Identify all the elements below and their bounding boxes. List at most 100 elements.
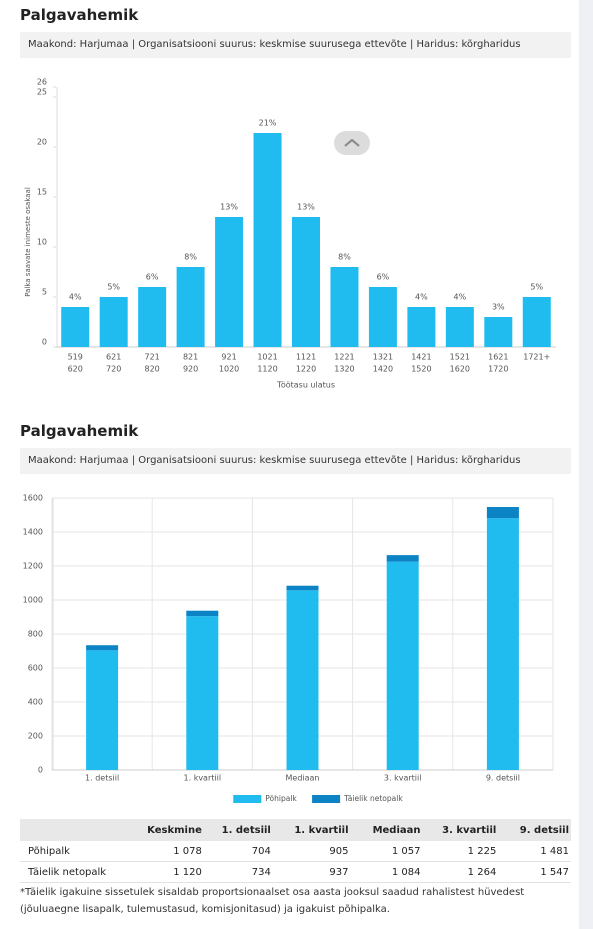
value-label: 5%	[530, 283, 543, 292]
bar-segment	[86, 650, 119, 770]
x-tick-label: 1. detsiil	[85, 774, 119, 783]
value-label: 8%	[184, 253, 197, 262]
header-cell: 3. kvartiil	[422, 819, 499, 841]
table-cell: 1 547	[498, 861, 571, 883]
y-tick-label: 26	[37, 78, 47, 87]
table-cell: 704	[203, 841, 273, 862]
y-tick-label: 0	[38, 766, 43, 775]
x-tick-label: 921	[221, 353, 236, 362]
x-tick-label: 3. kvartiil	[384, 774, 422, 783]
header-cell: Keskmine	[124, 819, 204, 841]
bar	[292, 217, 320, 347]
bar	[138, 287, 167, 347]
bar	[253, 133, 282, 347]
table-cell: 1 120	[124, 861, 204, 883]
chart: 0 200 400 600 800 1000 1200 1400 1600 1. detsiil 1…	[23, 494, 554, 803]
bar-segment	[186, 610, 219, 617]
x-tick-label: Mediaan	[286, 774, 320, 783]
legend-swatch	[233, 795, 262, 803]
y-tick-label: 25	[37, 88, 47, 97]
value-label: 4%	[69, 293, 82, 302]
bar-segment	[486, 518, 519, 770]
y-tick-label: 400	[28, 698, 43, 707]
x-tick-label: 821	[183, 353, 198, 362]
chart-title: Palgavahemik	[20, 6, 139, 24]
table-cell: 734	[203, 861, 273, 883]
x-tick-label: 920	[183, 365, 198, 374]
y-tick-label: 800	[28, 630, 43, 639]
x-tick-label: 1421	[411, 353, 431, 362]
scroll-up-button[interactable]	[334, 131, 370, 155]
table-cell: 1 078	[124, 841, 204, 862]
bar	[215, 217, 244, 347]
table-cell: 905	[272, 841, 351, 862]
table-cell: 1 057	[350, 841, 423, 862]
x-tick-label: 1620	[450, 365, 470, 374]
bar-segment	[186, 616, 219, 770]
bar-segment	[486, 507, 519, 519]
x-tick-label: 1. kvartiil	[184, 774, 222, 783]
bar	[176, 267, 205, 347]
x-tick-label: 1721+	[523, 353, 550, 362]
value-label: 5%	[107, 283, 120, 292]
x-tick-label: 620	[68, 365, 83, 374]
header-cell	[20, 819, 125, 841]
y-tick-label: 15	[37, 188, 47, 197]
chart-subtitle: Maakond: Harjumaa | Organisatsiooni suur…	[20, 32, 571, 58]
chevron-icon	[344, 138, 360, 147]
bar	[407, 307, 436, 347]
y-tick-label: 1000	[23, 596, 43, 605]
table-cell: 1 481	[498, 841, 571, 862]
x-tick-label: 1420	[373, 365, 393, 374]
bar	[368, 287, 397, 347]
footnote: *Täielik igakuine sissetulek sisaldab pr…	[20, 887, 525, 915]
bar	[484, 317, 513, 347]
header-cell: 9. detsiil	[498, 819, 571, 841]
y-tick-label: 600	[28, 664, 43, 673]
value-label: 13%	[220, 203, 238, 212]
header-cell: 1. kvartiil	[272, 819, 351, 841]
header-cell: Mediaan	[350, 819, 423, 841]
x-tick-label: 1621	[488, 353, 508, 362]
bar	[522, 297, 551, 347]
legend-label: Põhipalk	[265, 794, 297, 803]
x-tick-label: 720	[106, 365, 121, 374]
chart-title: Palgavahemik	[20, 422, 139, 440]
x-tick-label: 1720	[488, 365, 508, 374]
y-tick-label: 1600	[23, 494, 43, 503]
table-cell: 1 264	[422, 861, 499, 883]
x-tick-label: 1021	[257, 353, 277, 362]
y-tick-label: 1400	[23, 528, 43, 537]
y-tick-label: 20	[37, 138, 47, 147]
x-tick-label: 1521	[450, 353, 470, 362]
legend-swatch	[312, 795, 341, 803]
bar-segment	[86, 645, 119, 651]
x-tick-label: 721	[145, 353, 160, 362]
value-label: 13%	[297, 203, 315, 212]
value-label: 4%	[453, 293, 466, 302]
y-tick-label: 5	[42, 288, 47, 297]
data-table: Keskmine 1. detsiil 1. kvartiil Mediaan 3. k…	[20, 819, 571, 883]
x-tick-label: 1221	[334, 353, 354, 362]
bar-segment	[386, 555, 419, 562]
bar-segment	[386, 561, 419, 770]
table-header: Keskmine 1. detsiil 1. kvartiil Mediaan 3. k…	[20, 819, 571, 841]
x-tick-label: 820	[145, 365, 160, 374]
x-tick-label: 519	[68, 353, 83, 362]
table-cell: 1 084	[350, 861, 423, 883]
bar	[99, 297, 128, 347]
x-tick-label: 1520	[411, 365, 431, 374]
bar	[330, 267, 359, 347]
y-axis-title: Palka saavate inimeste osakaal	[24, 187, 32, 297]
x-tick-label: 9. detsiil	[486, 774, 520, 783]
table-cell: 1 225	[422, 841, 499, 862]
x-tick-label: 1121	[296, 353, 316, 362]
x-tick-label: 1020	[219, 365, 239, 374]
y-tick-label: 1200	[23, 562, 43, 571]
y-tick-label: 200	[28, 732, 43, 741]
scrollbar[interactable]	[579, 0, 593, 929]
header-cell: 1. detsiil	[203, 819, 273, 841]
value-label: 6%	[377, 273, 390, 282]
value-label: 6%	[146, 273, 159, 282]
